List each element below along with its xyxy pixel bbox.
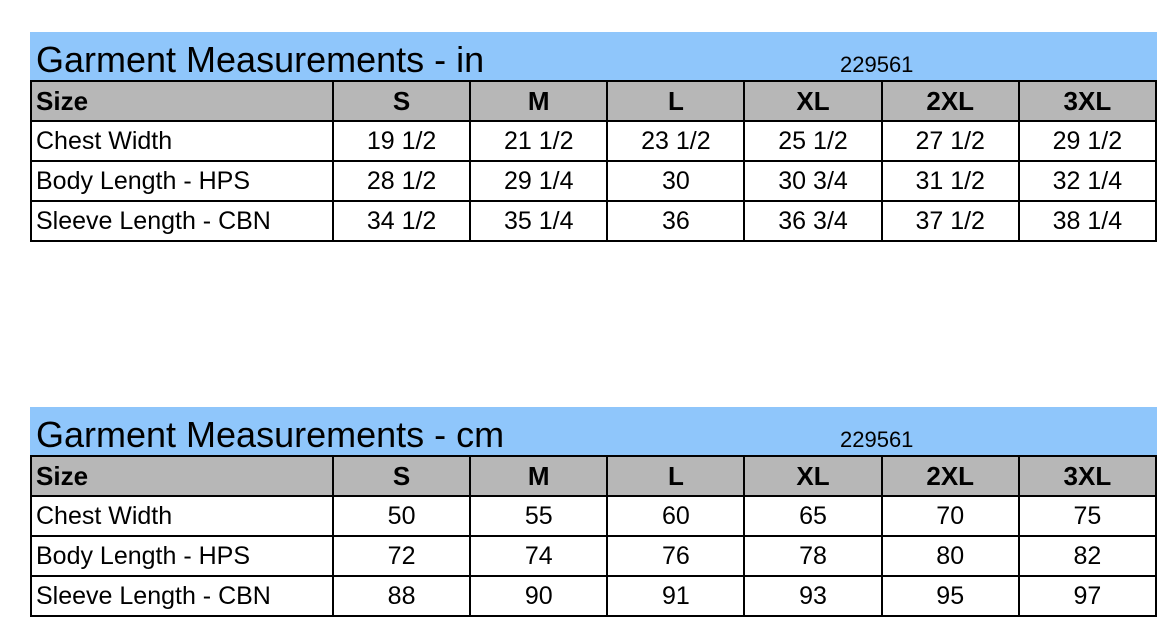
measurement-value: 30 [606, 160, 746, 202]
size-column-header: L [606, 455, 746, 497]
size-column-header: XL [743, 455, 883, 497]
measurement-value: 27 1/2 [880, 120, 1020, 162]
measurement-value: 25 1/2 [743, 120, 883, 162]
measurement-value: 21 1/2 [469, 120, 609, 162]
measurement-value: 55 [469, 495, 609, 537]
measurement-label: Chest Width [30, 495, 334, 537]
table-row: Body Length - HPS 28 1/2 29 1/4 30 30 3/4 31 … [30, 160, 1158, 202]
measurement-value: 29 1/2 [1017, 120, 1158, 162]
measurement-label: Sleeve Length - CBN [30, 200, 334, 242]
table-row: Sleeve Length - CBN 34 1/2 35 1/4 36 36 3/4 3… [30, 200, 1158, 242]
measurement-value: 28 1/2 [331, 160, 472, 202]
size-column-header: L [606, 80, 746, 122]
header-row: Size S M L XL 2XL 3XL [30, 455, 1158, 497]
cm-measurement-block: Garment Measurements - cm 229561 Size S M L X… [30, 407, 1158, 617]
measurement-value: 38 1/4 [1017, 200, 1158, 242]
measurement-value: 82 [1017, 535, 1158, 577]
table-row: Sleeve Length - CBN 88 90 91 93 95 97 [30, 575, 1158, 617]
inches-measurement-block: Garment Measurements - in 229561 Size S M L X… [30, 32, 1158, 242]
measurement-value: 75 [1017, 495, 1158, 537]
measurement-table: Size S M L XL 2XL 3XL Chest Width 19 1/2 21 1/2 23… [30, 80, 1158, 242]
measurement-value: 76 [606, 535, 746, 577]
measurement-value: 91 [606, 575, 746, 617]
measurement-table: Size S M L XL 2XL 3XL Chest Width 50 55 60 65 70 75 Bo… [30, 455, 1158, 617]
measurement-value: 93 [743, 575, 883, 617]
size-column-header: XL [743, 80, 883, 122]
measurement-value: 60 [606, 495, 746, 537]
size-header: Size [30, 80, 334, 122]
table-row: Chest Width 19 1/2 21 1/2 23 1/2 25 1/2 27 1/… [30, 120, 1158, 162]
title-bar: Garment Measurements - cm 229561 [30, 407, 1157, 455]
measurement-label: Body Length - HPS [30, 160, 334, 202]
table-row: Body Length - HPS 72 74 76 78 80 82 [30, 535, 1158, 577]
measurement-value: 19 1/2 [331, 120, 472, 162]
measurement-value: 29 1/4 [469, 160, 609, 202]
measurement-value: 90 [469, 575, 609, 617]
table-title: Garment Measurements - cm [36, 414, 505, 455]
measurement-value: 50 [331, 495, 472, 537]
size-column-header: M [469, 80, 609, 122]
measurement-label: Sleeve Length - CBN [30, 575, 334, 617]
measurement-label: Chest Width [30, 120, 334, 162]
size-column-header: 2XL [880, 455, 1020, 497]
style-code: 229561 [840, 427, 914, 452]
table-row: Chest Width 50 55 60 65 70 75 [30, 495, 1158, 537]
measurement-value: 37 1/2 [880, 200, 1020, 242]
size-column-header: 3XL [1017, 80, 1158, 122]
size-column-header: M [469, 455, 609, 497]
measurement-value: 80 [880, 535, 1020, 577]
measurement-label: Body Length - HPS [30, 535, 334, 577]
size-column-header: 2XL [880, 80, 1020, 122]
size-column-header: S [331, 455, 472, 497]
table-title: Garment Measurements - in [36, 39, 485, 80]
header-row: Size S M L XL 2XL 3XL [30, 80, 1158, 122]
title-bar: Garment Measurements - in 229561 [30, 32, 1157, 80]
measurement-value: 88 [331, 575, 472, 617]
measurement-value: 32 1/4 [1017, 160, 1158, 202]
size-header: Size [30, 455, 334, 497]
measurement-value: 95 [880, 575, 1020, 617]
measurement-value: 36 [606, 200, 746, 242]
measurement-value: 36 3/4 [743, 200, 883, 242]
measurement-value: 97 [1017, 575, 1158, 617]
measurement-value: 70 [880, 495, 1020, 537]
measurement-value: 34 1/2 [331, 200, 472, 242]
style-code: 229561 [840, 52, 914, 77]
measurement-value: 65 [743, 495, 883, 537]
measurement-value: 23 1/2 [606, 120, 746, 162]
measurement-value: 35 1/4 [469, 200, 609, 242]
measurement-value: 72 [331, 535, 472, 577]
size-column-header: 3XL [1017, 455, 1158, 497]
measurement-value: 30 3/4 [743, 160, 883, 202]
measurement-value: 78 [743, 535, 883, 577]
measurement-value: 31 1/2 [880, 160, 1020, 202]
size-column-header: S [331, 80, 472, 122]
measurement-value: 74 [469, 535, 609, 577]
